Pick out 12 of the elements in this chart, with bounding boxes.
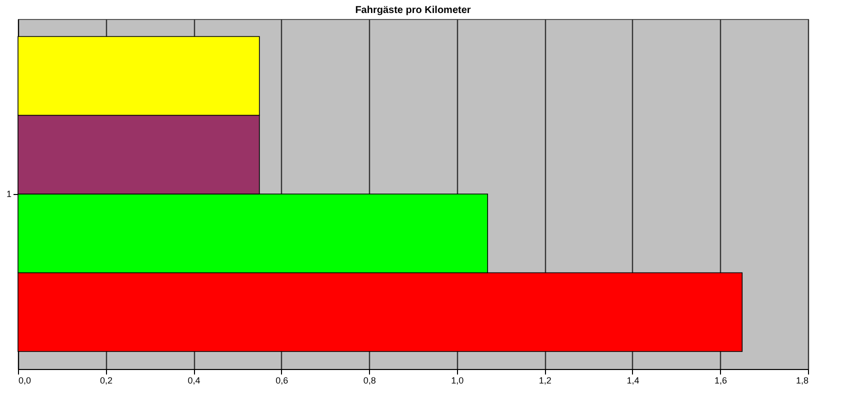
x-tick-label: 1,8 bbox=[796, 376, 808, 386]
x-tick-label: 0,2 bbox=[100, 376, 113, 386]
x-tick-label: 1,6 bbox=[714, 376, 727, 386]
x-tick-label: 0,8 bbox=[363, 376, 376, 386]
y-tick-label: 1 bbox=[6, 189, 12, 199]
x-tick-label: 1,4 bbox=[626, 376, 640, 386]
x-tick-label: 1,2 bbox=[538, 376, 552, 386]
x-tick-label: 0,6 bbox=[276, 376, 288, 386]
x-tick-label: 0,0 bbox=[18, 376, 32, 386]
x-tick-label: 1,0 bbox=[451, 376, 464, 386]
x-tick-label: 0,4 bbox=[188, 376, 200, 386]
chart-title: Fahrgäste pro Kilometer bbox=[355, 5, 471, 16]
